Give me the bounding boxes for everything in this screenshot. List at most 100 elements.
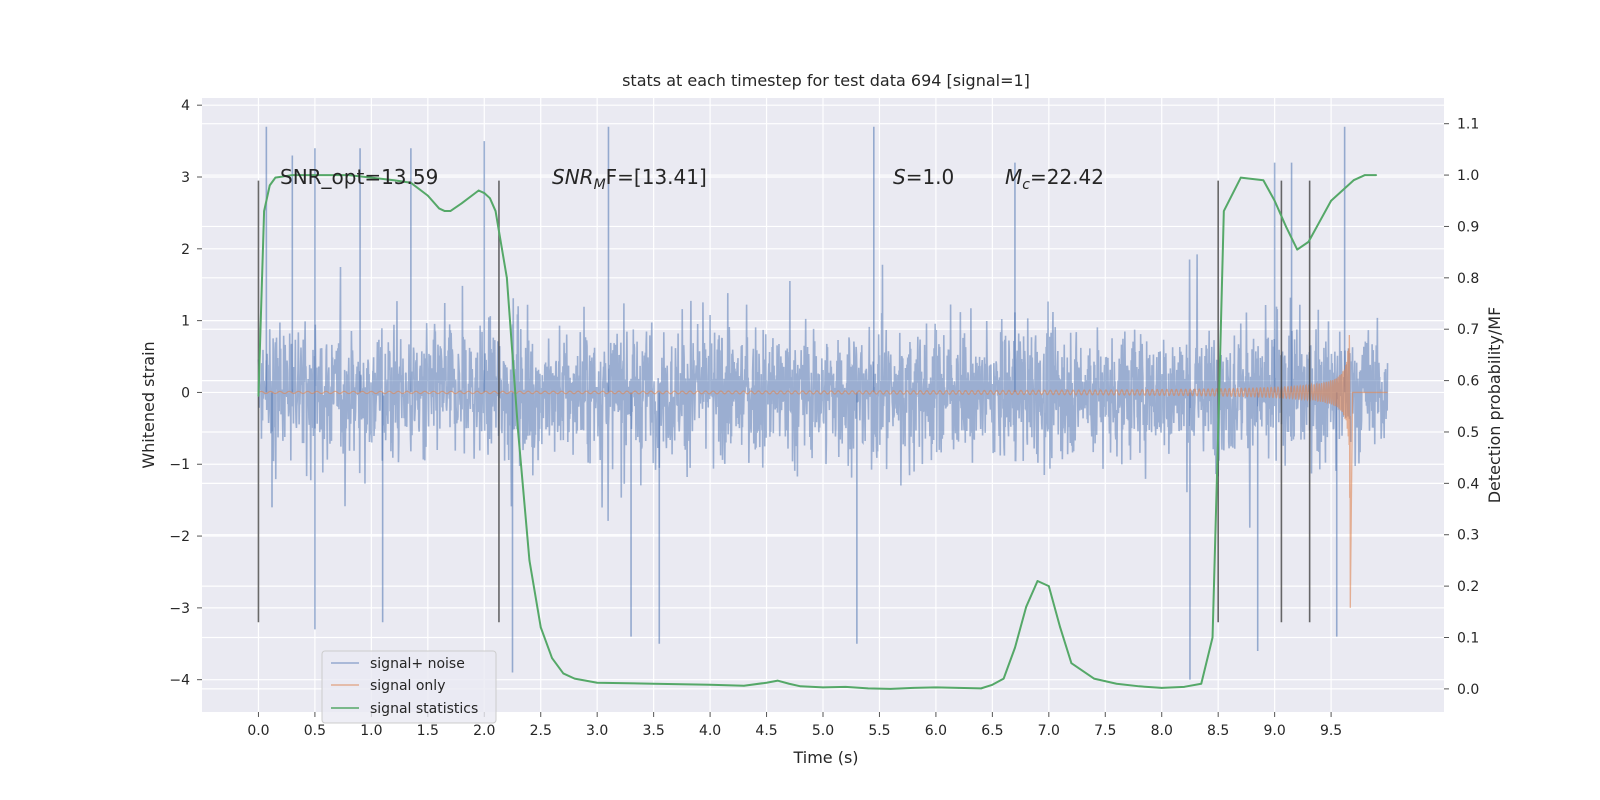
signal-statistics-point <box>1262 179 1265 182</box>
signal-statistics-point <box>291 174 294 176</box>
signal-statistics-point <box>517 431 519 433</box>
y-tick-label: −4 <box>169 673 190 689</box>
legend-label-signal-noise: signal+ noise <box>370 656 465 672</box>
x-axis-ticks: 0.0 0.5 1.0 1.5 2.0 2.5 3.0 3.5 4.0 4.5 5.0 5.5 6.0 6… <box>247 712 1342 739</box>
y-axis-ticks: −4 −3 −2 −1 0 1 2 3 4 <box>169 98 202 689</box>
y2-axis-label: Detection probability/MF <box>1485 307 1504 504</box>
signal-statistics-point <box>596 681 598 684</box>
y2-axis-ticks: 0.0 0.1 0.2 0.3 0.4 0.5 0.6 0.7 0.8 0.9 1.0 1.1 <box>1444 117 1479 698</box>
x-tick-label: 5.0 <box>812 723 834 739</box>
signal-statistics-point <box>1319 220 1321 223</box>
signal-statistics-point <box>1093 677 1095 680</box>
signal-statistics-point <box>1364 174 1366 176</box>
y2-tick-label: 0.0 <box>1457 682 1479 698</box>
signal-statistics-point <box>1070 662 1073 664</box>
annotation-snr-mf: SNRMF=[13.41] <box>552 165 707 193</box>
signal-statistics-point <box>1223 210 1225 212</box>
annotation-snr-opt: SNR_opt=13.59 <box>280 165 438 189</box>
x-tick-label: 1.0 <box>360 723 382 739</box>
y-axis-label: Whitened strain <box>139 341 158 468</box>
y2-tick-label: 0.3 <box>1457 528 1479 544</box>
x-tick-label: 9.5 <box>1320 723 1342 739</box>
signal-statistics-point <box>477 189 480 192</box>
signal-statistics-point <box>1296 248 1299 251</box>
x-axis-label: Time (s) <box>792 748 858 767</box>
signal-statistics-point <box>1059 626 1061 629</box>
signal-statistics-point <box>1341 189 1344 192</box>
signal-statistics-point <box>889 688 892 690</box>
x-tick-label: 0.0 <box>247 723 269 739</box>
signal-statistics-point <box>991 683 994 686</box>
signal-statistics-point <box>438 207 440 210</box>
signal-statistics-point <box>573 677 576 680</box>
legend-label-signal-statistics: signal statistics <box>370 701 478 717</box>
annotation-s: S=1.0 <box>893 165 954 189</box>
signal-statistics-point <box>799 685 802 688</box>
x-tick-label: 4.5 <box>755 723 777 739</box>
signal-statistics-point <box>652 682 655 685</box>
y2-tick-label: 1.0 <box>1457 168 1479 184</box>
signal-statistics-point <box>483 192 486 194</box>
annotation-mc: Mc=22.42 <box>1005 165 1104 193</box>
x-tick-label: 9.0 <box>1264 723 1286 739</box>
x-tick-label: 2.0 <box>473 723 495 739</box>
y2-tick-label: 0.2 <box>1457 579 1479 595</box>
signal-statistics-point <box>912 687 915 689</box>
x-tick-label: 6.5 <box>981 723 1003 739</box>
signal-statistics-point <box>788 682 790 685</box>
signal-statistics-point <box>539 626 542 629</box>
signal-only-series <box>258 334 1388 608</box>
y2-tick-label: 0.5 <box>1457 425 1479 441</box>
signal-statistics-point <box>822 686 824 689</box>
signal-statistics-point <box>867 687 869 690</box>
mc-base: M <box>1005 165 1022 189</box>
signal-statistics-point <box>1036 580 1039 582</box>
legend-label-signal-only: signal only <box>370 678 445 694</box>
signal-statistics-point <box>777 679 779 682</box>
x-tick-label: 3.0 <box>586 723 608 739</box>
y-tick-label: 0 <box>181 385 190 401</box>
y2-tick-label: 0.4 <box>1457 476 1479 492</box>
signal-statistics-point <box>449 210 452 212</box>
signal-statistics-point <box>1273 199 1276 202</box>
signal-statistics-point <box>347 174 350 176</box>
signal-statistics-point <box>957 687 960 689</box>
y-tick-label: 3 <box>181 170 190 186</box>
legend-box <box>321 650 497 724</box>
s-rest: =1.0 <box>906 165 955 189</box>
y2-tick-label: 0.6 <box>1457 374 1479 390</box>
y2-tick-label: 0.7 <box>1457 322 1479 338</box>
signal-statistics-point <box>1285 225 1287 228</box>
x-tick-label: 4.0 <box>699 723 721 739</box>
signal-statistics-point <box>1138 685 1140 688</box>
signal-statistics-point <box>1200 682 1203 685</box>
signal-statistics-point <box>494 210 497 212</box>
x-tick-label: 5.5 <box>868 723 890 739</box>
signal-statistics-point <box>1160 687 1163 689</box>
signal-only-line <box>258 334 1388 608</box>
s-italic: S <box>893 165 906 189</box>
signal-statistics-point <box>1239 176 1242 179</box>
signal-statistics-point <box>427 194 429 197</box>
signal-statistics-point <box>844 686 847 688</box>
signal-statistics-point <box>562 672 565 675</box>
chart-title: stats at each timestep for test data 694… <box>622 71 1030 90</box>
signal-statistics-point <box>370 176 373 179</box>
vertical-markers <box>257 180 1311 623</box>
signal-statistics-point <box>1217 431 1219 433</box>
signal-statistics-point <box>1352 179 1355 182</box>
signal-noise-series <box>257 126 1389 680</box>
signal-statistics-point <box>489 197 491 199</box>
signal-noise-line <box>257 254 1389 528</box>
snr-mf-sub: M <box>594 177 606 193</box>
signal-statistics-point <box>1115 682 1118 685</box>
signal-statistics-point <box>1211 636 1214 639</box>
signal-statistics-point <box>393 179 395 182</box>
x-tick-label: 6.0 <box>925 723 947 739</box>
signal-statistics-point <box>257 395 260 397</box>
x-tick-label: 8.0 <box>1151 723 1173 739</box>
signal-statistics-point <box>935 686 937 689</box>
x-tick-label: 2.5 <box>530 723 552 739</box>
x-tick-label: 8.5 <box>1207 723 1229 739</box>
